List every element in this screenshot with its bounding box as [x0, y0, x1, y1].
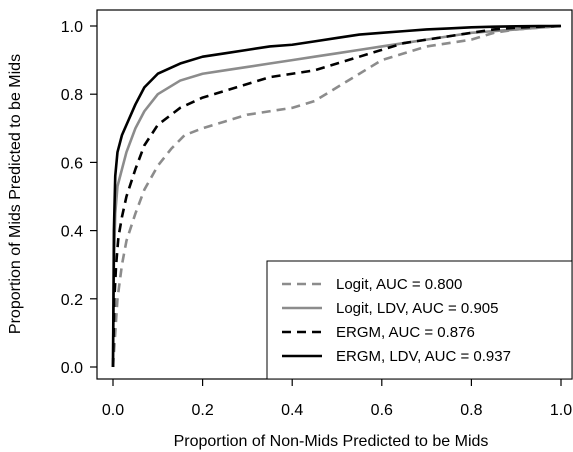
series-line-1: [111, 24, 562, 368]
legend-label-3: ERGM, AUC = 0.876: [336, 324, 475, 341]
y-tick-label-1: 0.2: [61, 292, 83, 309]
legend-box: [266, 260, 573, 380]
x-tick-label-1: 0.2: [191, 402, 213, 419]
legend-label-4: ERGM, LDV, AUC = 0.937: [336, 348, 511, 365]
legend: Logit, AUC = 0.800 Logit, LDV, AUC = 0.90…: [266, 260, 573, 380]
y-axis: 0.0 0.2 0.4 0.6 0.8 1.0: [61, 19, 97, 377]
legend-label-2: Logit, LDV, AUC = 0.905: [336, 300, 498, 317]
y-axis-label: Proportion of Mids Predicted to be Mids: [7, 54, 24, 334]
y-tick-label-4: 0.8: [61, 87, 83, 104]
y-tick-label-0: 0.0: [61, 360, 83, 377]
x-axis: 0.0 0.2 0.4 0.6 0.8 1.0: [102, 379, 572, 419]
x-tick-label-5: 1.0: [550, 402, 572, 419]
x-tick-label-0: 0.0: [102, 402, 124, 419]
y-tick-label-2: 0.4: [61, 224, 83, 241]
series-line-4: [111, 24, 561, 368]
x-tick-label-3: 0.6: [371, 402, 393, 419]
series-line-3: [111, 24, 562, 368]
series-layer: [111, 24, 562, 368]
x-axis-label: Proportion of Non-Mids Predicted to be M…: [174, 433, 489, 450]
x-tick-label-4: 0.8: [460, 402, 482, 419]
x-tick-label-2: 0.4: [281, 402, 303, 419]
legend-label-1: Logit, AUC = 0.800: [336, 276, 462, 293]
y-tick-label-3: 0.6: [61, 155, 83, 172]
y-tick-label-5: 1.0: [61, 19, 83, 36]
